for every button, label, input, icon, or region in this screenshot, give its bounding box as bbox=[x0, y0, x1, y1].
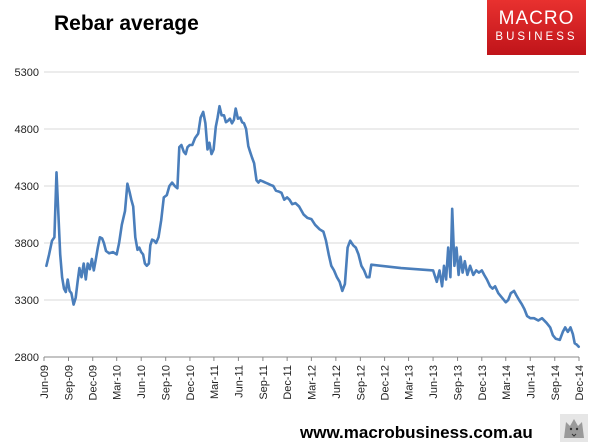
wolf-icon bbox=[560, 414, 588, 442]
y-tick-label: 4300 bbox=[15, 181, 39, 193]
x-tick-label: Sep-14 bbox=[550, 365, 562, 400]
x-tick-label: Sep-09 bbox=[63, 365, 75, 400]
logo-line2: BUSINESS bbox=[495, 31, 578, 43]
x-tick-label: Mar-11 bbox=[209, 365, 221, 399]
x-tick-label: Jun-09 bbox=[39, 365, 51, 399]
y-tick-label: 5300 bbox=[15, 67, 39, 79]
macrobusiness-logo: MACRO BUSINESS bbox=[487, 0, 586, 55]
x-tick-label: Mar-13 bbox=[404, 365, 416, 400]
x-tick-label: Mar-14 bbox=[501, 365, 513, 400]
y-tick-label: 4800 bbox=[15, 124, 39, 136]
x-tick-label: Dec-14 bbox=[574, 365, 586, 400]
x-tick-label: Jun-10 bbox=[136, 365, 148, 399]
x-tick-label: Mar-10 bbox=[112, 365, 124, 400]
x-tick-label: Jun-13 bbox=[428, 365, 440, 399]
x-tick-label: Jun-14 bbox=[525, 365, 537, 399]
x-tick-label: Dec-12 bbox=[380, 365, 392, 400]
logo-line1: MACRO bbox=[498, 8, 575, 29]
x-tick-label: Sep-11 bbox=[258, 365, 270, 400]
y-tick-label: 3800 bbox=[15, 238, 39, 250]
x-tick-label: Dec-10 bbox=[185, 365, 197, 400]
x-tick-label: Jun-12 bbox=[331, 365, 343, 399]
footer-url: www.macrobusiness.com.au bbox=[300, 423, 533, 442]
chart-title: Rebar average bbox=[54, 12, 199, 35]
x-tick-label: Mar-12 bbox=[306, 365, 318, 400]
series-line-rebar bbox=[45, 104, 581, 349]
x-tick-label: Dec-13 bbox=[477, 365, 489, 400]
y-tick-label: 3300 bbox=[15, 295, 39, 307]
x-tick-label: Jun-11 bbox=[233, 365, 245, 398]
x-tick-label: Sep-10 bbox=[161, 365, 173, 400]
x-tick-label: Dec-09 bbox=[88, 365, 100, 400]
x-tick-label: Sep-12 bbox=[355, 365, 367, 400]
y-tick-label: 2800 bbox=[15, 352, 39, 364]
x-tick-label: Dec-11 bbox=[282, 365, 294, 400]
x-tick-label: Sep-13 bbox=[453, 365, 465, 400]
